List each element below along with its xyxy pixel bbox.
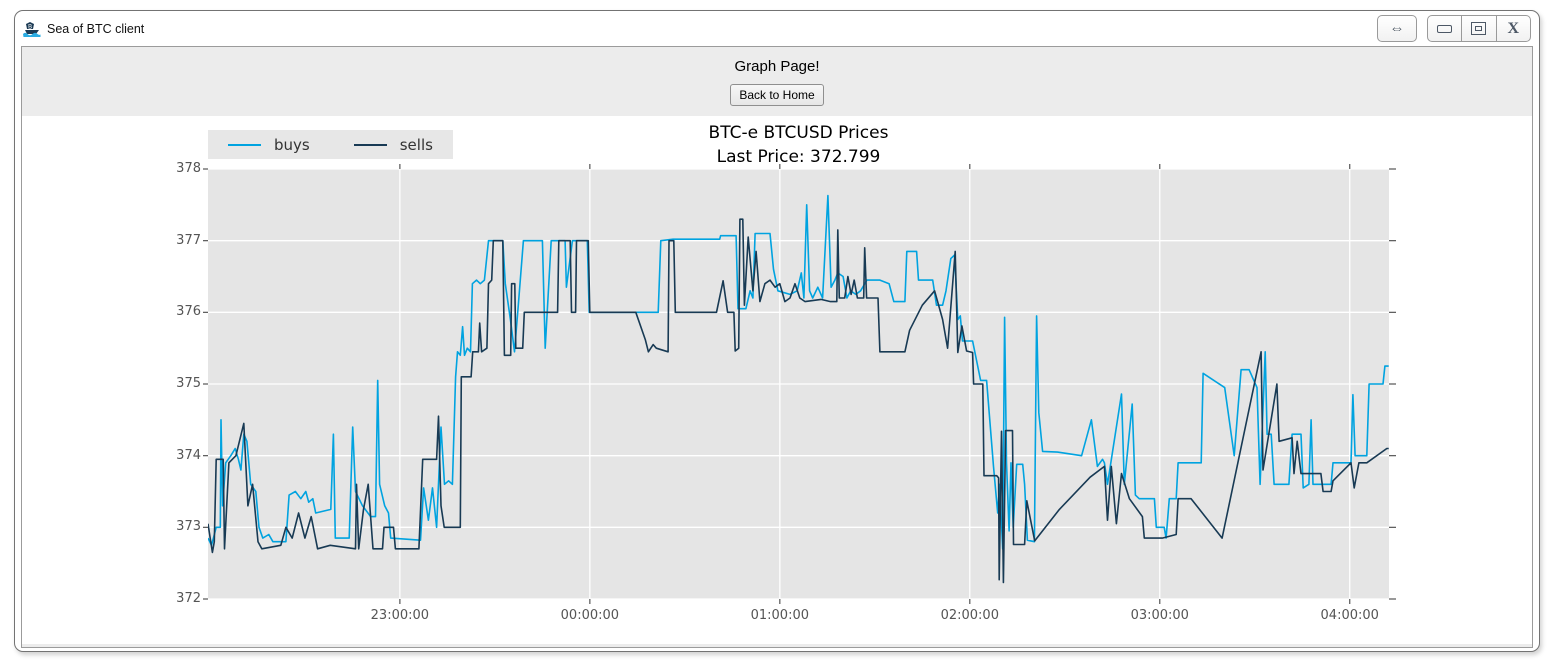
chart-last-price: Last Price: 372.799 (716, 147, 881, 167)
title-bar[interactable]: B Sea of BTC client ⇔ (15, 11, 1539, 46)
window-controls: ⇔ X (1377, 15, 1531, 42)
x-tick-label: 01:00:00 (750, 608, 810, 623)
y-tick-label: 372 (176, 591, 201, 606)
x-tick-label: 23:00:00 (370, 608, 430, 623)
maximize-icon (1471, 22, 1487, 35)
x-tick-label: 03:00:00 (1130, 608, 1189, 623)
legend-line-icon (228, 143, 261, 146)
app-window: B Sea of BTC client ⇔ (14, 10, 1540, 652)
legend-entry-sells: sells (353, 135, 433, 154)
content-frame: Graph Page! Back to Home BTC-e BTCUSD Pr… (21, 46, 1533, 648)
y-tick-label: 374 (176, 447, 201, 463)
x-tick-label: 02:00:00 (940, 608, 999, 623)
window-title: Sea of BTC client (47, 21, 145, 36)
y-tick-label: 375 (176, 376, 201, 391)
minimize-icon (1437, 24, 1453, 33)
legend-label: buys (274, 135, 310, 154)
close-icon: X (1507, 19, 1520, 37)
app-icon: B (23, 21, 41, 37)
window-button-group: X (1427, 15, 1531, 42)
y-tick-label: 376 (176, 304, 201, 320)
series-sells (208, 218, 1389, 584)
legend-label: sells (399, 135, 433, 154)
page-header: Graph Page! Back to Home (22, 47, 1532, 116)
close-button[interactable]: X (1495, 16, 1530, 41)
back-to-home-button[interactable]: Back to Home (730, 84, 824, 106)
maximize-button[interactable] (1461, 16, 1495, 41)
minimize-button[interactable] (1428, 16, 1461, 41)
chart-title-block: BTC-e BTCUSD Prices Last Price: 372.799 (208, 121, 1389, 169)
legend-line-icon (353, 143, 387, 146)
legend-entry-buys: buys (228, 136, 310, 154)
y-tick-label: 373 (176, 519, 201, 535)
svg-text:B: B (28, 23, 32, 30)
y-tick-label: 377 (176, 232, 201, 248)
chart-canvas: BTC-e BTCUSD Prices Last Price: 372.799 … (22, 116, 1532, 644)
chart-title: BTC-e BTCUSD Prices (708, 123, 889, 143)
x-tick-label: 00:00:00 (560, 608, 620, 623)
resize-icon: ⇔ (1389, 20, 1405, 37)
series-buys (208, 194, 1389, 550)
chart-legend: buys sells (208, 130, 453, 159)
page-title: Graph Page! (734, 58, 820, 75)
resize-button[interactable]: ⇔ (1377, 15, 1417, 42)
price-chart (203, 164, 1396, 604)
x-tick-label: 04:00:00 (1320, 608, 1379, 623)
y-tick-label: 378 (176, 161, 201, 176)
